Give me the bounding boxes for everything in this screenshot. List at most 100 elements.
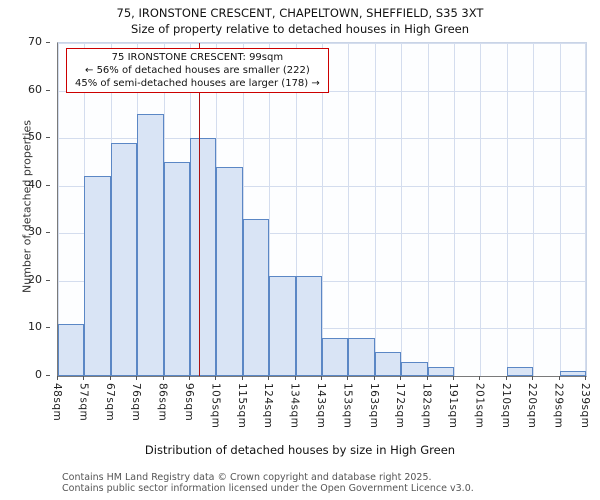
bar: [559, 371, 586, 376]
x-tick-label: 48sqm: [51, 383, 63, 422]
y-tick-mark: [46, 184, 50, 186]
x-tick-mark: [268, 376, 270, 380]
x-tick-label: 57sqm: [77, 383, 90, 422]
x-tick-label: 67sqm: [103, 383, 116, 422]
x-tick-mark: [453, 376, 454, 380]
gridline-vertical: [348, 43, 350, 376]
y-tick-label: 10: [28, 320, 42, 334]
annotation-line2: ← 56% of detached houses are smaller (22…: [85, 65, 310, 76]
y-tick-mark: [46, 375, 50, 376]
x-tick-mark: [400, 376, 402, 380]
bar: [216, 166, 243, 376]
gridline-vertical: [269, 43, 271, 376]
gridline-vertical: [427, 43, 429, 376]
y-tick-label: 30: [28, 225, 42, 239]
annotation-line3: 45% of semi-detached houses are larger (…: [75, 78, 320, 89]
bar: [269, 276, 296, 376]
y-tick-label: 40: [28, 177, 42, 191]
gridline-vertical: [585, 43, 586, 376]
bar: [401, 361, 428, 376]
annotation-box: 75 IRONSTONE CRESCENT: 99sqm ← 56% of de…: [66, 48, 329, 93]
x-tick-label: 115sqm: [235, 383, 248, 429]
x-tick-mark: [294, 376, 296, 380]
x-tick-mark: [505, 376, 507, 380]
x-tick-mark: [532, 376, 534, 380]
y-tick-label: 0: [35, 368, 42, 381]
bar: [295, 276, 322, 376]
gridline-vertical: [506, 43, 508, 376]
x-tick-mark: [347, 376, 349, 380]
x-tick-label: 143sqm: [315, 383, 327, 429]
y-tick-mark: [46, 279, 50, 281]
bar: [242, 219, 270, 376]
bar: [427, 366, 454, 376]
bar: [322, 337, 349, 376]
x-tick-mark: [189, 376, 190, 380]
y-tick-label: 60: [28, 82, 42, 96]
bar: [58, 323, 85, 376]
gridline-vertical: [559, 43, 561, 376]
annotation-line1: 75 IRONSTONE CRESCENT: 99sqm: [111, 52, 284, 63]
x-tick-mark: [57, 376, 58, 380]
x-tick-mark: [162, 376, 164, 380]
x-axis-label: Distribution of detached houses by size …: [144, 443, 456, 457]
bar: [110, 142, 138, 376]
bar: [163, 161, 190, 376]
x-tick-label: 134sqm: [288, 383, 301, 429]
x-tick-label: 86sqm: [156, 383, 169, 422]
y-tick-label: 70: [28, 35, 42, 48]
x-tick-labels: 48sqm 57sqm 67sqm 76sqm 86sqm 96sqm 105sqm 115s…: [51, 376, 591, 436]
x-tick-mark: [321, 376, 322, 380]
x-tick-label: 124sqm: [262, 383, 275, 429]
bar: [137, 114, 164, 376]
footer-line2: Contains public sector information licen…: [62, 483, 474, 494]
marker-line: [198, 43, 200, 376]
gridline-vertical: [242, 43, 244, 376]
y-tick-mark: [46, 89, 50, 91]
bar: [348, 337, 375, 376]
gridline-vertical: [58, 43, 59, 376]
gridline-vertical: [295, 43, 297, 376]
x-tick-label: 229sqm: [552, 383, 565, 429]
x-tick-mark: [585, 376, 586, 380]
x-tick-label: 201sqm: [473, 383, 486, 429]
bar: [506, 366, 534, 376]
y-tick-mark: [46, 137, 50, 139]
x-tick-mark: [215, 376, 217, 380]
x-tick-mark: [136, 376, 138, 380]
bar: [190, 138, 217, 376]
x-tick-mark: [479, 376, 481, 380]
x-tick-label: 182sqm: [420, 383, 433, 429]
gridline-vertical: [374, 43, 376, 376]
x-tick-mark: [241, 376, 243, 380]
gridline-vertical: [401, 43, 403, 376]
y-tick-label: 50: [28, 130, 42, 144]
chart-title: 75, IRONSTONE CRESCENT, CHAPELTOWN, SHEF…: [116, 6, 484, 20]
x-tick-label: 163sqm: [367, 383, 380, 429]
x-tick-label: 76sqm: [130, 383, 143, 422]
x-tick-mark: [109, 376, 111, 380]
x-tick-label: 172sqm: [394, 383, 407, 429]
x-tick-mark: [83, 376, 85, 380]
x-tick-mark: [373, 376, 375, 380]
bar: [374, 352, 402, 376]
footer-line1: Contains HM Land Registry data © Crown c…: [62, 472, 432, 483]
y-tick-labels: 0 10 20 30 40 50 60 70: [0, 35, 50, 381]
bar: [84, 176, 111, 376]
x-tick-label: 210sqm: [499, 383, 512, 429]
x-tick-label: 153sqm: [341, 383, 354, 429]
gridline-vertical: [533, 43, 535, 376]
y-tick-mark: [46, 42, 50, 43]
x-tick-mark: [426, 376, 428, 380]
y-tick-label: 20: [28, 272, 42, 286]
y-tick-mark: [46, 327, 50, 329]
gridline-vertical: [454, 43, 455, 376]
plot-area: 75 IRONSTONE CRESCENT: 99sqm ← 56% of de…: [57, 42, 587, 377]
gridline-vertical: [480, 43, 482, 376]
x-tick-label: 105sqm: [209, 383, 222, 429]
x-tick-label: 96sqm: [183, 383, 195, 422]
x-tick-label: 239sqm: [579, 383, 591, 429]
gridline-vertical: [322, 43, 323, 376]
x-tick-label: 220sqm: [526, 383, 539, 429]
